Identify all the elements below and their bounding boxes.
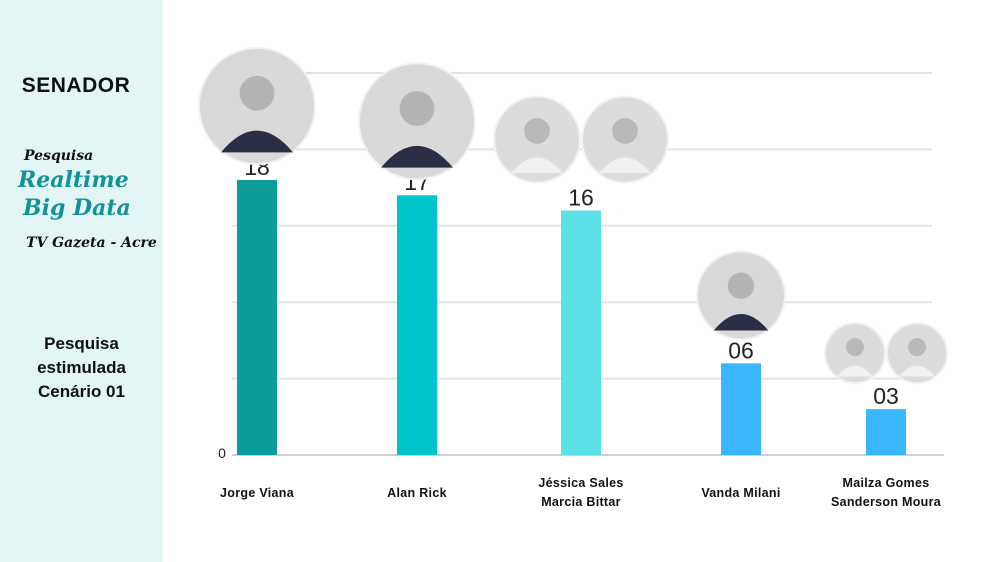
- category-label-line: Mailza Gomes: [842, 476, 930, 490]
- photo-silhouette-body: [837, 365, 873, 377]
- category-label: Jéssica Sales Marcia Bittar: [501, 474, 661, 512]
- bar: [237, 179, 277, 455]
- photo-silhouette-head: [908, 338, 926, 357]
- data-label: 06: [728, 337, 754, 363]
- brand-line-1: Realtime: [18, 167, 129, 193]
- category-label: Jorge Viana: [177, 484, 337, 503]
- photo-silhouette-head: [239, 75, 275, 111]
- photo-silhouette-body: [381, 145, 453, 168]
- brand-prefix: Pesquisa: [24, 148, 94, 164]
- sidebar-panel: SENADOR Pesquisa Realtime Big Data TV Ga…: [0, 0, 163, 562]
- category-label: Alan Rick: [337, 484, 497, 503]
- bar: [397, 195, 437, 456]
- survey-line-2: estimulada: [37, 358, 126, 377]
- category-label-line: Vanda Milani: [701, 486, 781, 500]
- brand-logo: Realtime Big Data: [18, 166, 131, 222]
- office-title: SENADOR: [21, 74, 131, 97]
- survey-line-3: Cenário 01: [38, 382, 125, 401]
- y-tick-label: 0: [218, 445, 226, 461]
- brand-line-2: Big Data: [23, 195, 131, 221]
- survey-line-1: Pesquisa: [44, 334, 119, 353]
- bar: [561, 210, 601, 455]
- photo-silhouette-head: [727, 272, 755, 299]
- category-label: Vanda Milani: [661, 484, 821, 503]
- photo-silhouette-body: [221, 130, 293, 153]
- photo-silhouette-head: [612, 118, 638, 144]
- category-label: Mailza Gomes Sanderson Moura: [806, 474, 966, 512]
- photo-silhouette-body: [599, 157, 651, 174]
- tv-station: TV Gazeta - Acre: [26, 235, 157, 251]
- category-label-line: Jorge Viana: [220, 486, 294, 500]
- photo-silhouette-body: [713, 314, 769, 331]
- photo-silhouette-head: [846, 338, 864, 357]
- photo-silhouette-body: [899, 365, 935, 377]
- bar: [721, 363, 761, 455]
- category-label-line: Alan Rick: [387, 486, 447, 500]
- data-label: 16: [568, 185, 594, 211]
- photo-silhouette-head: [399, 91, 435, 126]
- photo-silhouette-body: [511, 157, 563, 174]
- bar: [866, 409, 906, 455]
- category-label-line: Sanderson Moura: [830, 495, 942, 509]
- data-label: 03: [873, 383, 899, 409]
- survey-description: Pesquisa estimulada Cenário 01: [0, 332, 163, 404]
- photo-silhouette-head: [524, 118, 550, 144]
- category-label-line: Marcia Bittar: [541, 495, 621, 509]
- category-label-line: Jéssica Sales: [538, 476, 624, 490]
